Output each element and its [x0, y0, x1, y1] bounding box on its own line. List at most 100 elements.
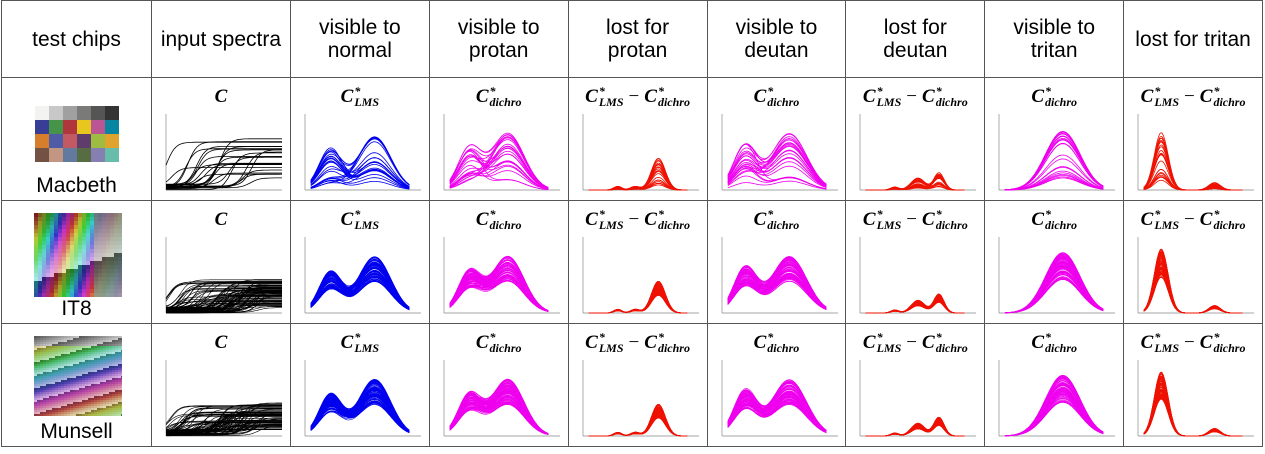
chip-patch [115, 340, 118, 342]
chip-patch [102, 213, 106, 217]
chip-patch [109, 408, 112, 410]
chip-patch [34, 350, 37, 352]
chip-patch [112, 368, 115, 370]
chip-patch [78, 289, 82, 293]
chip-patch [67, 372, 70, 374]
chip-patch [55, 384, 58, 386]
subscript: dichro [1213, 343, 1245, 354]
chip-patch [49, 384, 52, 386]
chip-patch [61, 346, 64, 348]
chip-patch [43, 364, 46, 366]
chip-patch [58, 366, 61, 368]
chip-patch [106, 374, 109, 376]
chip-patch [42, 253, 46, 257]
chip-patch [110, 253, 114, 257]
spectrum-curve [588, 283, 687, 314]
chip-patch [70, 364, 73, 366]
chip-patch [70, 372, 73, 374]
chip-patch [79, 344, 82, 346]
chip-patch [94, 386, 97, 388]
chip-patch [115, 358, 118, 360]
chip-patch [35, 148, 49, 162]
chip-patch [49, 412, 52, 414]
chip-patch [109, 410, 112, 412]
chip-patch [90, 241, 94, 245]
chip-patch [115, 380, 118, 382]
chip-patch [64, 394, 67, 396]
chip-patch [106, 400, 109, 402]
plot-cell: C*LMS−C*dichro [1124, 324, 1263, 447]
chip-patch [70, 269, 74, 273]
chip-patch [49, 386, 52, 388]
chip-patch [98, 265, 102, 269]
chip-patch [100, 356, 103, 358]
chip-patch [34, 241, 38, 245]
chip-patch [103, 392, 106, 394]
chip-patch [110, 233, 114, 237]
chip-patch [79, 380, 82, 382]
chip-patch [61, 350, 64, 352]
chip-patch [46, 398, 49, 400]
chip-patch [109, 364, 112, 366]
chip-patch [52, 386, 55, 388]
chip-patch [109, 368, 112, 370]
chip-patch [94, 253, 98, 257]
chip-patch [55, 344, 58, 346]
chip-patch [94, 336, 97, 338]
chip-patch [98, 229, 102, 233]
chip-patch [49, 340, 52, 342]
chip-patch [106, 378, 109, 380]
spectrum-curve [588, 406, 687, 437]
chip-patch [58, 406, 61, 408]
chip-patch [106, 348, 109, 350]
chip-patch [76, 388, 79, 390]
chip-patch [37, 402, 40, 404]
script: *dichro [1045, 86, 1077, 108]
chip-patch [118, 390, 121, 392]
chip-patch [43, 384, 46, 386]
chip-patch [67, 414, 70, 416]
chip-patch [78, 237, 82, 241]
chip-patch [106, 344, 109, 346]
chip-patch [67, 360, 70, 362]
chip-patch [79, 388, 82, 390]
chip-patch [40, 372, 43, 374]
chip-patch [106, 285, 110, 289]
chip-patch [115, 410, 118, 412]
symbol: C [1031, 86, 1044, 108]
chip-patch [98, 245, 102, 249]
symbol: C [1141, 209, 1154, 231]
spectra-plot [850, 354, 980, 444]
chip-patch [67, 408, 70, 410]
chip-patch [66, 233, 70, 237]
spectrum-curve [588, 282, 687, 313]
chip-patch [118, 404, 121, 406]
chip-patch [64, 400, 67, 402]
chip-patch [49, 352, 52, 354]
chip-patch [79, 350, 82, 352]
chip-patch [49, 344, 52, 346]
chip-patch [90, 217, 94, 221]
chip-patch [103, 342, 106, 344]
chip-patch [67, 396, 70, 398]
chip-patch [37, 388, 40, 390]
chip-patch [37, 408, 40, 410]
chip-patch [94, 414, 97, 416]
chip-patch [52, 372, 55, 374]
spectrum-curve [588, 283, 687, 313]
chip-patch [58, 400, 61, 402]
chip-patch [103, 340, 106, 342]
chip-patch [97, 388, 100, 390]
chip-patch [118, 414, 121, 416]
chip-patch [58, 257, 62, 261]
chip-patch [55, 376, 58, 378]
spectrum-curve [1144, 153, 1243, 190]
spectrum-curve [1144, 154, 1243, 190]
chip-patch [61, 340, 64, 342]
spectra-plot [295, 354, 425, 444]
chip-patch [76, 382, 79, 384]
chip-patch [109, 404, 112, 406]
chip-patch [52, 364, 55, 366]
chip-patch [100, 354, 103, 356]
chip-patch [58, 376, 61, 378]
